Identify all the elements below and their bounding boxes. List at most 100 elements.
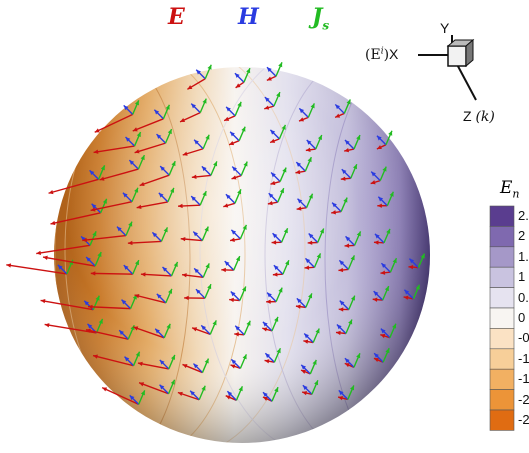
vector-glyphs (6, 62, 426, 406)
js-vector-head (281, 124, 286, 130)
h-vector-head (234, 73, 240, 78)
legend-swatch (489, 226, 515, 248)
h-vector-head (154, 109, 160, 115)
axis-triad (418, 35, 477, 101)
x-prefix: (E (365, 47, 381, 63)
e-vector-head (132, 127, 138, 132)
legend-swatch (489, 246, 515, 268)
h-vector-head (374, 353, 379, 358)
js-vector-head (315, 328, 320, 334)
js-vector-head (348, 319, 353, 325)
e-vector-head (177, 391, 183, 397)
e-vector-head (344, 148, 350, 153)
e-vector-head (6, 263, 12, 268)
h-vector-head (374, 233, 380, 239)
js-vector-head (135, 351, 140, 357)
e-vector-head (235, 83, 241, 88)
h-label-text: H (238, 4, 259, 30)
js-vector-head (352, 164, 357, 170)
js-vector-head (350, 255, 355, 261)
e-vector-head (93, 149, 99, 154)
h-vector-head (378, 196, 384, 202)
e-vector (44, 323, 97, 334)
e-vector-head (266, 76, 272, 81)
js-vector-head (212, 320, 217, 326)
js-vector-head (317, 135, 322, 141)
js-vector-head (207, 284, 212, 290)
js-vector-head (308, 193, 313, 199)
h-vector-head (193, 231, 199, 237)
legend-swatch (489, 266, 515, 288)
e-vector-head (270, 180, 276, 186)
h-vector-head (299, 108, 305, 114)
js-vector-head (276, 348, 281, 354)
h-vector-head (271, 172, 276, 178)
legend-label: 0.5 (518, 289, 529, 305)
e-vector (50, 212, 101, 225)
e-vector (134, 294, 166, 304)
e-vector-head (221, 267, 226, 273)
e-vector-head (99, 176, 105, 181)
e-vector-head (373, 358, 379, 363)
e-vector-head (296, 206, 302, 211)
h-vector-head (84, 300, 89, 306)
e-vector-head (137, 361, 143, 366)
js-vector-head (100, 165, 105, 171)
e-vector-head (127, 240, 133, 246)
js-vector-head (238, 386, 243, 392)
e-vector-head (403, 295, 409, 300)
h-vector-head (336, 324, 342, 330)
js-vector-head (392, 323, 397, 329)
h-vector-head (305, 258, 311, 264)
e-vector-head (264, 105, 270, 110)
js-vector-head (134, 100, 139, 106)
e-vector-head (264, 359, 270, 364)
e-vector-head (372, 297, 378, 302)
h-vector-head (266, 67, 272, 73)
e-vector-head (42, 255, 48, 260)
js-vector-head (246, 320, 251, 326)
js-vector-head (98, 318, 103, 324)
legend-label: 0 (518, 310, 526, 325)
e-vector-head (134, 149, 140, 154)
x-axis-label: (Ei)X (365, 46, 398, 63)
js-vector-head (140, 155, 145, 161)
e-vector-head (180, 236, 186, 242)
js-vector-head (171, 354, 176, 360)
js-vector-head (420, 253, 425, 259)
e-vector-head (133, 326, 139, 331)
js-vector-head (173, 261, 178, 267)
e-vector-head (301, 369, 307, 374)
legend-swatch (489, 348, 515, 370)
js-vector-head (356, 135, 361, 141)
legend-label: -2.5 (518, 412, 529, 427)
triad-cube (447, 45, 467, 67)
js-vector-head (343, 197, 348, 203)
h-vector-head (267, 292, 272, 298)
h-vector-head (404, 289, 410, 295)
js-vector-head (128, 221, 133, 227)
js-vector-head (168, 288, 173, 294)
e-vector-head (271, 240, 277, 245)
h-vector-head (158, 192, 164, 198)
h-vector-head (156, 293, 162, 299)
js-vector-head (205, 263, 210, 269)
h-vector-head (270, 129, 276, 135)
e-vector-head (262, 327, 268, 332)
e-vector-head (380, 270, 386, 275)
js-vector-head (382, 166, 387, 172)
e-vector-head (370, 180, 376, 185)
e-label-text: E (168, 4, 185, 30)
e-vector-head (335, 113, 341, 118)
js-vector-head (350, 385, 355, 391)
js-vector-head (283, 228, 288, 234)
e-vector-head (299, 117, 305, 122)
h-vector-head (224, 261, 230, 266)
e-vector-head (344, 363, 350, 368)
e-vector-head (304, 265, 310, 270)
e-vector-head (48, 189, 54, 195)
legend-label: -1.5 (518, 371, 529, 387)
js-vector-head (384, 286, 389, 292)
js-vector-head (134, 187, 139, 193)
e-vector-head (44, 323, 50, 328)
